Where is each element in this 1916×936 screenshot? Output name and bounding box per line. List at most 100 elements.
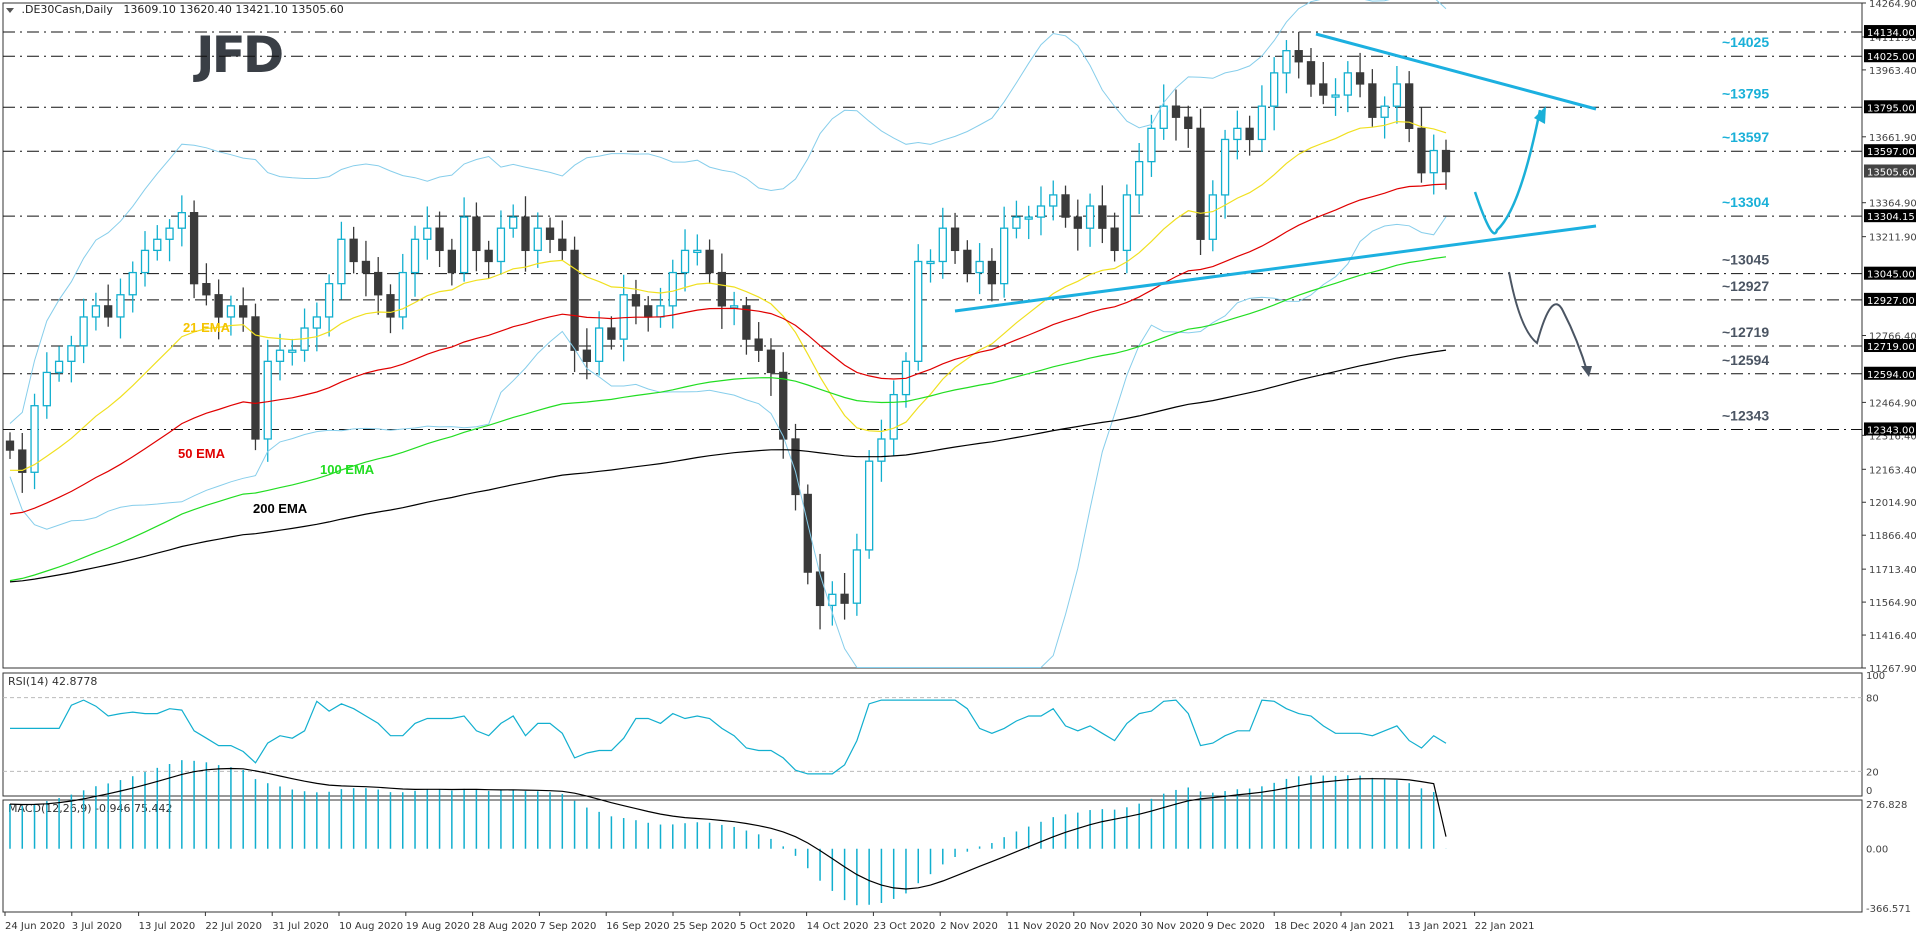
candle-bear[interactable] <box>202 283 211 296</box>
descending-trendline[interactable] <box>1315 32 1597 111</box>
candle-bull[interactable] <box>594 327 604 362</box>
candle-bear[interactable] <box>5 440 15 451</box>
candle-bear[interactable] <box>251 316 260 440</box>
candle-bull[interactable] <box>1392 83 1402 107</box>
candle-bear[interactable] <box>1073 216 1082 229</box>
candle-bull[interactable] <box>1257 105 1267 141</box>
candle-bull[interactable] <box>410 238 420 274</box>
candle-bull[interactable] <box>1270 72 1279 107</box>
candle-bear[interactable] <box>558 238 567 252</box>
candle-bear[interactable] <box>754 338 763 351</box>
candle-bull[interactable] <box>619 294 628 340</box>
collapse-triangle-icon[interactable] <box>6 7 14 13</box>
candle-bear[interactable] <box>1171 105 1181 118</box>
candle-bull[interactable] <box>288 349 297 353</box>
candle-bull[interactable] <box>275 349 285 362</box>
candle-bear[interactable] <box>374 271 383 296</box>
candle-bull[interactable] <box>496 227 506 263</box>
candle-bull[interactable] <box>656 305 665 318</box>
candle-bear[interactable] <box>950 227 960 252</box>
candle-bull[interactable] <box>1282 50 1291 74</box>
candle-bull[interactable] <box>729 305 739 309</box>
candle-bull[interactable] <box>398 271 407 318</box>
candle-bear[interactable] <box>815 571 825 607</box>
candle-bull[interactable] <box>459 216 469 274</box>
candle-bull[interactable] <box>79 316 88 347</box>
candle-bull[interactable] <box>177 212 186 229</box>
candle-bear[interactable] <box>1441 149 1451 173</box>
candle-bull[interactable] <box>680 249 690 274</box>
candle-bear[interactable] <box>607 327 616 340</box>
candle-bull[interactable] <box>509 216 518 229</box>
candle-bull[interactable] <box>1159 105 1168 129</box>
candle-bear[interactable] <box>361 260 371 274</box>
candle-bear[interactable] <box>472 216 481 252</box>
candle-bull[interactable] <box>877 438 886 462</box>
candle-bull[interactable] <box>852 549 862 604</box>
candle-bear[interactable] <box>386 294 395 318</box>
candle-bull[interactable] <box>975 260 984 274</box>
candle-bear[interactable] <box>1098 205 1107 229</box>
candle-bull[interactable] <box>938 227 947 263</box>
candle-bear[interactable] <box>1061 194 1070 218</box>
candle-bull[interactable] <box>1122 194 1132 252</box>
candle-bear[interactable] <box>1294 50 1303 63</box>
candle-bull[interactable] <box>165 227 174 240</box>
candle-bull[interactable] <box>1429 149 1438 174</box>
candle-bear[interactable] <box>1184 116 1193 129</box>
candle-bull[interactable] <box>693 249 702 254</box>
candle-bull[interactable] <box>1085 205 1095 229</box>
candle-bull[interactable] <box>668 271 677 307</box>
candle-bull[interactable] <box>1012 216 1021 229</box>
candle-bull[interactable] <box>1147 127 1156 163</box>
candle-bull[interactable] <box>128 271 137 296</box>
candle-bear[interactable] <box>631 294 641 307</box>
candle-bear[interactable] <box>987 260 997 285</box>
candle-bear[interactable] <box>766 349 776 374</box>
candle-bull[interactable] <box>91 305 101 318</box>
candle-bear[interactable] <box>545 227 555 240</box>
candle-bear[interactable] <box>963 249 972 274</box>
candle-bear[interactable] <box>779 371 788 440</box>
candle-bull[interactable] <box>1331 94 1340 98</box>
candle-bull[interactable] <box>67 345 76 362</box>
candle-bear[interactable] <box>1355 72 1365 85</box>
candle-bull[interactable] <box>1024 216 1033 220</box>
candle-bull[interactable] <box>226 305 236 318</box>
ascending-trendline[interactable] <box>954 224 1597 313</box>
candle-bull[interactable] <box>337 238 346 285</box>
candle-bear[interactable] <box>1306 61 1316 85</box>
candle-bull[interactable] <box>42 371 51 407</box>
candle-bull[interactable] <box>423 227 432 240</box>
candle-bull[interactable] <box>1036 205 1046 218</box>
candle-bull[interactable] <box>926 260 935 265</box>
candle-bull[interactable] <box>312 316 321 329</box>
candle-bear[interactable] <box>484 249 493 263</box>
candle-bull[interactable] <box>1343 72 1352 96</box>
candle-bull[interactable] <box>1135 160 1144 196</box>
candle-bear[interactable] <box>1196 127 1205 240</box>
candle-bull[interactable] <box>116 294 125 318</box>
candle-bull[interactable] <box>864 460 874 551</box>
candle-bear[interactable] <box>803 493 812 573</box>
candle-bull[interactable] <box>1380 105 1389 118</box>
candle-bull[interactable] <box>324 283 334 318</box>
candle-bear[interactable] <box>435 227 444 252</box>
candle-bear[interactable] <box>791 438 800 496</box>
candle-bear[interactable] <box>705 249 714 274</box>
candle-bear[interactable] <box>1417 127 1426 174</box>
candle-bull[interactable] <box>1000 227 1009 285</box>
candle-bear[interactable] <box>1319 83 1328 96</box>
candle-bear[interactable] <box>840 593 849 604</box>
candle-bear[interactable] <box>1405 83 1414 129</box>
candle-bull[interactable] <box>1220 138 1230 196</box>
candle-bear[interactable] <box>104 305 113 318</box>
candle-bull[interactable] <box>140 249 150 274</box>
candle-bull[interactable] <box>914 260 923 362</box>
candle-bull[interactable] <box>1049 194 1058 207</box>
candle-bear[interactable] <box>521 216 530 252</box>
candle-bear[interactable] <box>1110 227 1119 252</box>
candle-bear[interactable] <box>582 349 592 362</box>
